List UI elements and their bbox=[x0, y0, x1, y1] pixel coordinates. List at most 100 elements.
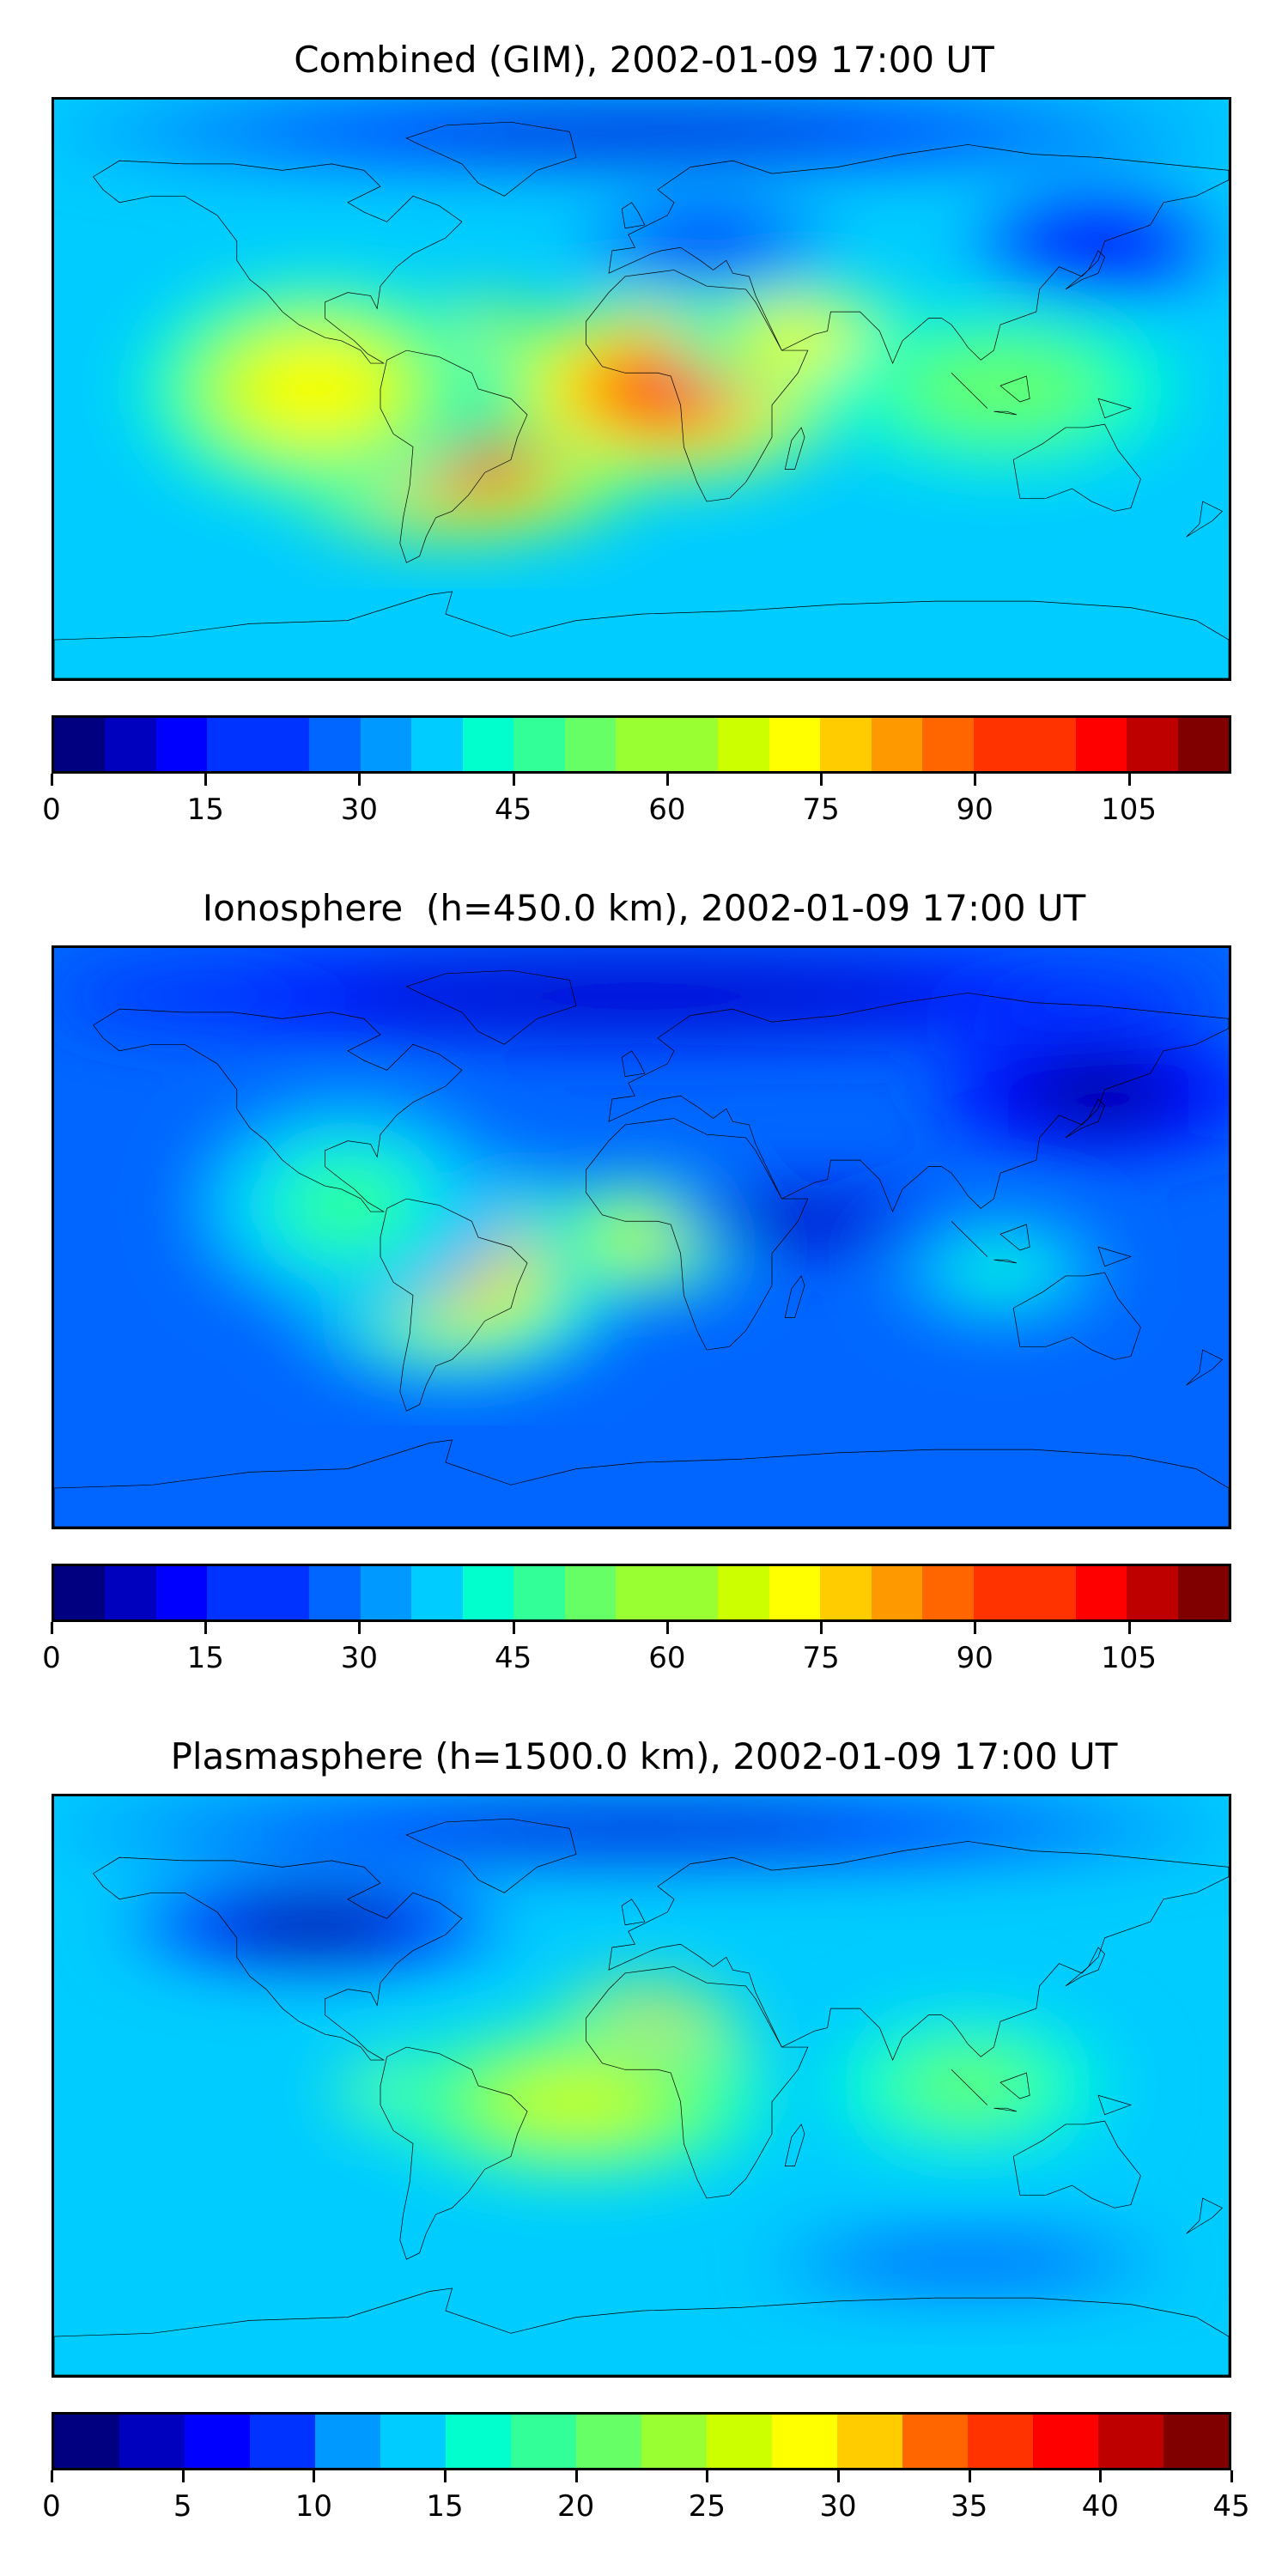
colorbar-tick-label: 15 bbox=[186, 793, 224, 827]
colorbar-tick bbox=[665, 774, 669, 786]
contour-blob bbox=[1051, 223, 1145, 265]
coastline bbox=[94, 161, 462, 363]
colorbar-segment bbox=[564, 1566, 617, 1619]
coastline bbox=[406, 1819, 576, 1893]
colorbar-tick-label: 60 bbox=[648, 1641, 686, 1675]
map-plot bbox=[52, 945, 1231, 1529]
coastline bbox=[1013, 1273, 1140, 1359]
contour-blob bbox=[289, 1164, 407, 1246]
colorbar-tick bbox=[313, 2470, 316, 2482]
colorbar-segment bbox=[820, 718, 872, 771]
colorbar-segment bbox=[820, 1566, 872, 1619]
colorbar-tick bbox=[512, 1622, 515, 1634]
colorbar-tick bbox=[512, 774, 515, 786]
coastline bbox=[951, 373, 1131, 417]
coastline bbox=[1187, 2198, 1223, 2233]
colorbar-tick-label: 105 bbox=[1101, 793, 1157, 827]
contour-blob bbox=[1039, 1069, 1157, 1116]
colorbar-tick bbox=[204, 774, 208, 786]
colorbar-tick-label: 45 bbox=[1212, 2489, 1250, 2524]
colorbar-segment bbox=[769, 718, 821, 771]
colorbar-tick bbox=[358, 1622, 361, 1634]
colorbar-tick-label: 75 bbox=[802, 793, 840, 827]
colorbar-segment bbox=[119, 2415, 185, 2468]
colorbar-segment bbox=[718, 718, 769, 771]
coastline bbox=[785, 1276, 805, 1318]
colorbar-segment bbox=[666, 718, 719, 771]
colorbar-segment bbox=[1127, 718, 1178, 771]
colorbar-tick-label: 90 bbox=[956, 1641, 993, 1675]
colorbar-tick-label: 10 bbox=[295, 2489, 332, 2524]
colorbar bbox=[52, 715, 1231, 774]
world-coastline-icon bbox=[54, 948, 1229, 1527]
coastline bbox=[380, 2047, 527, 2259]
colorbar-tick-label: 0 bbox=[42, 1641, 61, 1675]
colorbar-segment bbox=[922, 1566, 974, 1619]
colorbar-segment bbox=[707, 2415, 772, 2468]
colorbar-tick bbox=[51, 1622, 53, 1634]
colorbar-tick bbox=[358, 774, 361, 786]
colorbar-tick-label: 15 bbox=[186, 1641, 224, 1675]
colorbar-segment bbox=[1163, 2415, 1229, 2468]
colorbar-tick bbox=[574, 2470, 578, 2482]
coastline bbox=[1066, 1099, 1105, 1138]
colorbar-tick bbox=[444, 2470, 447, 2482]
contour-blob bbox=[429, 1814, 854, 1843]
colorbar-tick-label: 5 bbox=[173, 2489, 192, 2524]
colorbar-segment bbox=[1075, 718, 1127, 771]
coastline bbox=[785, 2124, 805, 2166]
panel-title: Ionosphere (h=450.0 km), 2002-01-09 17:0… bbox=[202, 887, 1086, 929]
colorbar-segment bbox=[207, 1566, 258, 1619]
colorbar-segment bbox=[616, 718, 667, 771]
colorbar-segment bbox=[155, 718, 208, 771]
colorbar-segment bbox=[250, 2415, 315, 2468]
contour-blob bbox=[244, 1907, 386, 1942]
coastline bbox=[54, 1440, 1229, 1527]
colorbar-segment bbox=[1177, 718, 1230, 771]
colorbar-segment bbox=[185, 2415, 250, 2468]
colorbar-tick-label: 105 bbox=[1101, 1641, 1157, 1675]
coastline bbox=[622, 203, 645, 228]
world-coastline-icon bbox=[54, 100, 1229, 678]
coastline bbox=[951, 1221, 1131, 1266]
colorbar-segment bbox=[309, 1566, 361, 1619]
coastline bbox=[609, 144, 1229, 363]
colorbar-segment bbox=[207, 718, 258, 771]
colorbar-segment bbox=[973, 1566, 1025, 1619]
coastline bbox=[94, 1857, 462, 2060]
contour-blob bbox=[959, 1249, 1042, 1291]
colorbar-segment bbox=[315, 2415, 380, 2468]
colorbar-tick bbox=[974, 1622, 977, 1634]
coastline bbox=[380, 1199, 527, 1411]
colorbar-segment bbox=[105, 1566, 156, 1619]
colorbar-segment bbox=[380, 2415, 446, 2468]
colorbar-tick-label: 15 bbox=[426, 2489, 464, 2524]
coastline bbox=[622, 1899, 645, 1925]
coastline bbox=[586, 1118, 807, 1350]
colorbar-segment bbox=[1098, 2415, 1163, 2468]
colorbar-tick-label: 75 bbox=[802, 1641, 840, 1675]
contour-blob bbox=[505, 2073, 647, 2131]
coastline bbox=[609, 1841, 1229, 2060]
colorbar-segment bbox=[462, 1566, 514, 1619]
colorbar-tick-label: 40 bbox=[1081, 2489, 1119, 2524]
colorbar-segment bbox=[772, 2415, 837, 2468]
colorbar-segment bbox=[1177, 1566, 1230, 1619]
colorbar-tick bbox=[968, 2470, 971, 2482]
colorbar-segment bbox=[871, 1566, 923, 1619]
colorbar-segment bbox=[1024, 1566, 1076, 1619]
colorbar bbox=[52, 1564, 1231, 1622]
colorbar-tick bbox=[1127, 774, 1131, 786]
colorbar-segment bbox=[576, 2415, 641, 2468]
coastline bbox=[1013, 2121, 1140, 2208]
coastline bbox=[609, 993, 1229, 1212]
colorbar-segment bbox=[411, 718, 463, 771]
coastline bbox=[785, 428, 805, 470]
colorbar-tick bbox=[181, 2470, 185, 2482]
colorbar-tick-label: 90 bbox=[956, 793, 993, 827]
coastline bbox=[951, 2069, 1131, 2114]
world-coastline-icon bbox=[54, 1796, 1229, 2375]
colorbar-segment bbox=[360, 1566, 412, 1619]
coastline bbox=[1013, 424, 1140, 511]
contour-blob bbox=[429, 118, 854, 146]
